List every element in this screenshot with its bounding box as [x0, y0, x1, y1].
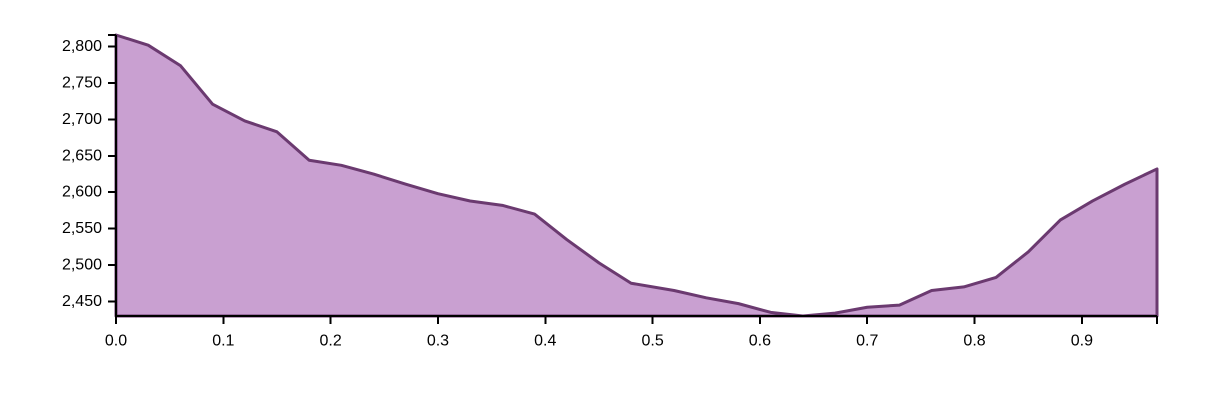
x-tick-label: 0.4: [534, 333, 556, 350]
y-tick-label: 2,700: [62, 111, 102, 128]
x-tick-label: 0.2: [320, 333, 342, 350]
x-tick-label: 0.6: [749, 333, 771, 350]
y-axis-ticks: 2,450 2,500 2,550 2,600 2,650 2,700 2,750 2,800: [62, 34, 116, 310]
y-tick-label: 2,800: [62, 38, 102, 55]
x-tick-label: 0.1: [212, 333, 234, 350]
area-series-0: [114, 33, 1159, 318]
area-layer: [114, 33, 1159, 318]
x-tick-label: 0.0: [105, 333, 127, 350]
x-tick-label: 0.7: [856, 333, 878, 350]
y-tick-label: 2,750: [62, 75, 102, 92]
y-tick-label: 2,650: [62, 147, 102, 164]
y-tick-label: 2,550: [62, 220, 102, 237]
axes: [115, 35, 1157, 317]
x-tick-label: 0.5: [641, 333, 663, 350]
y-tick-label: 2,500: [62, 257, 102, 274]
x-axis-ticks: 0.0 0.1 0.2 0.3 0.4 0.5 0.6 0.7 0.8 0.9: [105, 316, 1158, 350]
y-tick-label: 2,600: [62, 184, 102, 201]
x-tick-label: 0.8: [963, 333, 985, 350]
x-tick-label: 0.3: [427, 333, 449, 350]
x-tick-label: 0.9: [1071, 333, 1093, 350]
y-tick-label: 2,450: [62, 293, 102, 310]
